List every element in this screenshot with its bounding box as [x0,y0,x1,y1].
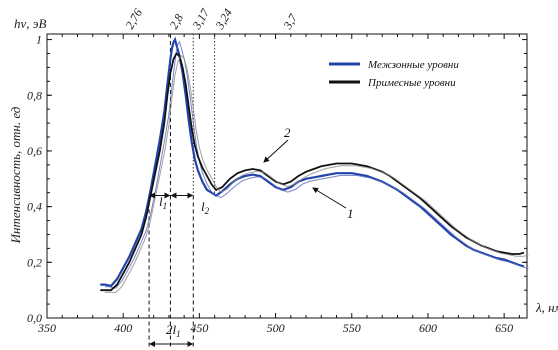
top-tick-label: 3,17 [189,5,213,32]
y-tick-label: 1 [36,33,42,47]
plot-border [46,33,528,319]
top-tick-label: 2,76 [122,6,145,31]
y-tick-label: 0,4 [27,200,42,214]
x-axis-label: λ, нм [535,300,558,315]
top-axis-label: hν, эВ [14,16,47,31]
x-tick-label: 400 [114,321,132,335]
top-tick-label: 3,24 [212,6,235,32]
l1-label: l1 [159,194,167,211]
series-impurity-line [100,52,525,292]
y-tick-label: 0,0 [27,311,42,325]
y-tick-label: 0,8 [27,88,42,102]
legend-entry-label: Межзонные уровни [367,59,459,71]
annotations: l1 l2 2l1 2 1 [149,125,354,347]
x-tick-label: 500 [267,321,285,335]
curve2-leader [263,139,289,163]
y-axis-label: Интенсивность, отн. ед [8,106,23,244]
series-interband-line [100,36,525,288]
series-impurity-shadow [104,54,529,293]
tick-layer: 350 400 450 500 550 600 650 0,0 0,2 0,4 0,6 0,8 1 2,7… [27,5,527,335]
plot-frame [46,33,528,319]
x-tick-label: 450 [190,321,208,335]
series-interband-shadow [104,40,529,289]
top-tick-label: 2,8 [166,12,186,32]
x-tick-label: 650 [495,321,513,335]
l2-label: l2 [201,199,210,216]
legend: Межзонные уровни Примесные уровни [329,59,459,89]
y-tick-label: 0,2 [27,255,42,269]
reference-lines [148,34,216,348]
curve1-label: 1 [347,206,354,221]
top-tick-label: 3,7 [280,11,301,33]
two-l1-label: 2l1 [166,322,181,339]
x-tick-label: 350 [37,321,56,335]
x-tick-label: 550 [343,321,361,335]
legend-entry-label: Примесные уровни [367,77,456,89]
y-tick-label: 0,6 [27,144,42,158]
x-tick-label: 600 [419,321,437,335]
series-layer [100,36,529,293]
curve2-label: 2 [284,125,291,140]
curve1-leader [312,187,347,209]
